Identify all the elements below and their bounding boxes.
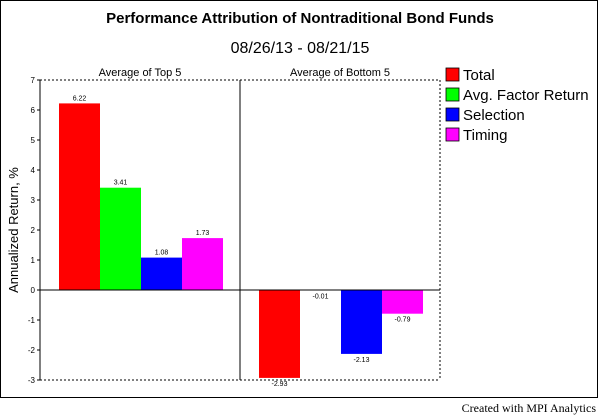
- panel-title: Average of Top 5: [99, 67, 182, 79]
- legend-swatch: [445, 87, 460, 102]
- y-tick-label: 3: [31, 196, 36, 205]
- bar: [100, 187, 141, 290]
- legend-label: Timing: [463, 127, 507, 144]
- bar: [182, 238, 223, 290]
- plot-area: -3 -2 -1 0 1 2 3 4 5 6 7 Average of Top 5 6.22 3.41 1.…: [28, 67, 441, 388]
- legend: Total Avg. Factor Return Selection Timing: [445, 67, 589, 144]
- data-label: 6.22: [73, 95, 87, 102]
- data-label: -0.79: [395, 317, 411, 324]
- data-label: -0.01: [313, 294, 329, 301]
- bar: [259, 290, 300, 378]
- legend-swatch: [445, 67, 460, 82]
- y-tick-label: 6: [31, 106, 36, 115]
- chart-subtitle: 08/26/13 - 08/21/15: [231, 40, 370, 57]
- legend-swatch: [445, 127, 460, 142]
- data-label: 3.41: [114, 180, 128, 187]
- chart-frame: [0, 0, 598, 398]
- bar: [341, 290, 382, 354]
- y-tick-label: -1: [28, 316, 36, 325]
- y-tick-label: 1: [31, 256, 36, 265]
- legend-label: Avg. Factor Return: [463, 87, 589, 104]
- data-label: 1.08: [155, 250, 169, 257]
- chart: Performance Attribution of Nontraditiona…: [6, 10, 589, 388]
- y-tick-label: -3: [28, 376, 36, 385]
- y-tick-label: 0: [31, 286, 36, 295]
- y-tick-label: -2: [28, 346, 36, 355]
- bar: [141, 257, 182, 290]
- y-tick-label: 5: [31, 136, 36, 145]
- data-label: 1.73: [196, 230, 210, 237]
- y-tick-label: 7: [31, 76, 36, 85]
- data-label: -2.93: [272, 381, 288, 388]
- legend-swatch: [445, 107, 460, 122]
- bar: [59, 103, 100, 291]
- y-axis-label: Annualized Return, %: [6, 167, 21, 293]
- bar: [382, 290, 423, 314]
- chart-title: Performance Attribution of Nontraditiona…: [106, 10, 494, 27]
- legend-label: Total: [463, 67, 495, 84]
- credit-text: Created with MPI Analytics: [461, 401, 596, 415]
- y-tick-label: 2: [31, 226, 36, 235]
- legend-label: Selection: [463, 107, 525, 124]
- panel-title: Average of Bottom 5: [290, 67, 390, 79]
- y-tick-label: 4: [31, 166, 36, 175]
- data-label: -2.13: [354, 357, 370, 364]
